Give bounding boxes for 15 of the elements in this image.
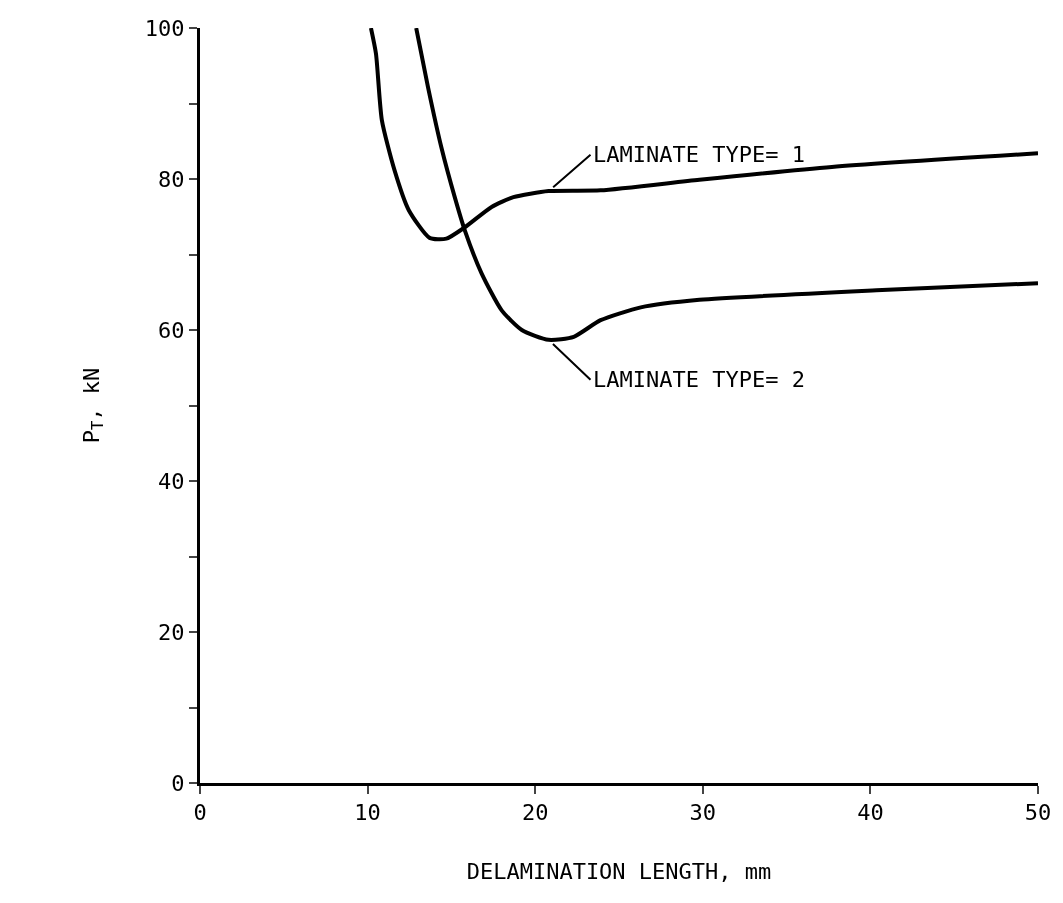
y-tick-label: 20: [158, 619, 185, 645]
y-tick-label: 60: [158, 317, 185, 343]
x-tick-label: 50: [1024, 800, 1052, 826]
x-tick-label: 30: [689, 800, 717, 826]
y-tick-label: 40: [158, 468, 185, 494]
x-tick-label: 40: [857, 800, 884, 826]
x-tick-label: 10: [354, 800, 381, 826]
x-tick-label: 0: [193, 800, 207, 826]
y-tick-label: 0: [171, 770, 185, 796]
annotation: LAMINATE TYPE= 2: [593, 367, 805, 392]
x-axis-title: DELAMINATION LENGTH, mm: [466, 859, 772, 885]
y-tick-label: 100: [144, 15, 185, 41]
y-tick-label: 80: [158, 166, 185, 192]
x-tick-label: 20: [521, 800, 549, 826]
annotation: LAMINATE TYPE= 1: [593, 142, 805, 167]
